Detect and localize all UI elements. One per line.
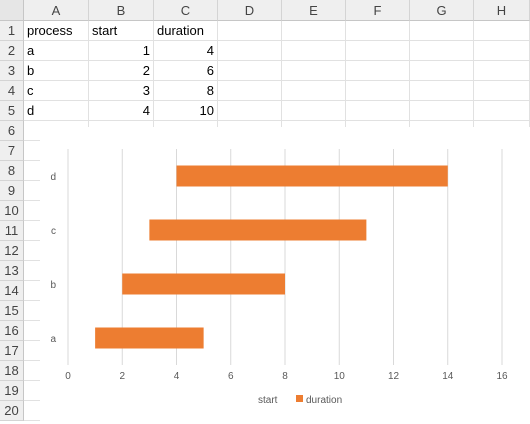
row-header-19[interactable]: 19 (0, 381, 24, 401)
x-tick-label-14: 14 (442, 371, 454, 382)
column-header-c[interactable]: C (154, 0, 218, 21)
cell-c4[interactable]: 8 (154, 81, 218, 101)
cell-a3[interactable]: b (24, 61, 89, 81)
column-header-a[interactable]: A (24, 0, 89, 21)
cell-b1[interactable]: start (89, 21, 154, 41)
bar-duration-b (122, 273, 285, 295)
cell-c3[interactable]: 6 (154, 61, 218, 81)
cell-e3[interactable] (282, 61, 346, 81)
row-header-9[interactable]: 9 (0, 181, 24, 201)
x-tick-label-12: 12 (388, 371, 400, 382)
gantt-chart[interactable]: 0 2 4 6 8 10 12 14 16 a b c d start duration (40, 127, 530, 424)
row-header-10[interactable]: 10 (0, 201, 24, 221)
cell-f3[interactable] (346, 61, 410, 81)
cell-b5[interactable]: 4 (89, 101, 154, 121)
cell-g3[interactable] (410, 61, 474, 81)
cell-g5[interactable] (410, 101, 474, 121)
y-tick-label-a: a (50, 334, 56, 345)
row-header-3[interactable]: 3 (0, 61, 24, 81)
x-tick-label-16: 16 (496, 371, 508, 382)
cell-h4[interactable] (474, 81, 530, 101)
cell-d3[interactable] (218, 61, 282, 81)
row-header-16[interactable]: 16 (0, 321, 24, 341)
cell-g1[interactable] (410, 21, 474, 41)
row-header-14[interactable]: 14 (0, 281, 24, 301)
x-tick-label-4: 4 (174, 371, 180, 382)
cell-b2[interactable]: 1 (89, 41, 154, 61)
cell-a5[interactable]: d (24, 101, 89, 121)
cell-a4[interactable]: c (24, 81, 89, 101)
cell-f1[interactable] (346, 21, 410, 41)
cell-e4[interactable] (282, 81, 346, 101)
bar-duration-a (95, 327, 204, 349)
chart-canvas: 0 2 4 6 8 10 12 14 16 a b c d start duration (50, 149, 508, 406)
row-header-20[interactable]: 20 (0, 401, 24, 421)
cell-h3[interactable] (474, 61, 530, 81)
x-tick-label-10: 10 (334, 371, 346, 382)
row-header-17[interactable]: 17 (0, 341, 24, 361)
y-tick-label-b: b (50, 280, 56, 291)
row-header-6[interactable]: 6 (0, 121, 24, 141)
cell-a1[interactable]: process (24, 21, 89, 41)
y-tick-label-d: d (50, 172, 56, 183)
row-header-1[interactable]: 1 (0, 21, 24, 41)
cell-h5[interactable] (474, 101, 530, 121)
cell-d5[interactable] (218, 101, 282, 121)
cell-f5[interactable] (346, 101, 410, 121)
x-tick-label-2: 2 (119, 371, 125, 382)
row-header-15[interactable]: 15 (0, 301, 24, 321)
cell-a2[interactable]: a (24, 41, 89, 61)
select-all-corner[interactable] (0, 0, 24, 21)
cell-g4[interactable] (410, 81, 474, 101)
cell-g2[interactable] (410, 41, 474, 61)
row-header-7[interactable]: 7 (0, 141, 24, 161)
cell-d2[interactable] (218, 41, 282, 61)
cell-e1[interactable] (282, 21, 346, 41)
column-header-g[interactable]: G (410, 0, 474, 21)
cell-c2[interactable]: 4 (154, 41, 218, 61)
row-header-5[interactable]: 5 (0, 101, 24, 121)
x-tick-label-8: 8 (282, 371, 288, 382)
cell-b4[interactable]: 3 (89, 81, 154, 101)
cell-d4[interactable] (218, 81, 282, 101)
column-header-b[interactable]: B (89, 0, 154, 21)
column-header-e[interactable]: E (282, 0, 346, 21)
column-header-f[interactable]: F (346, 0, 410, 21)
cell-c1[interactable]: duration (154, 21, 218, 41)
cell-e5[interactable] (282, 101, 346, 121)
x-tick-label-0: 0 (65, 371, 71, 382)
x-tick-label-6: 6 (228, 371, 234, 382)
legend-swatch-duration (296, 395, 303, 402)
y-tick-label-c: c (51, 226, 56, 237)
legend-label-start: start (258, 395, 278, 406)
cell-h2[interactable] (474, 41, 530, 61)
row-header-18[interactable]: 18 (0, 361, 24, 381)
cell-f2[interactable] (346, 41, 410, 61)
column-header-d[interactable]: D (218, 0, 282, 21)
cell-f4[interactable] (346, 81, 410, 101)
row-header-12[interactable]: 12 (0, 241, 24, 261)
row-header-8[interactable]: 8 (0, 161, 24, 181)
legend-label-duration: duration (306, 395, 342, 406)
cell-c5[interactable]: 10 (154, 101, 218, 121)
cell-b3[interactable]: 2 (89, 61, 154, 81)
row-header-2[interactable]: 2 (0, 41, 24, 61)
bar-duration-c (149, 219, 367, 241)
row-header-11[interactable]: 11 (0, 221, 24, 241)
bar-duration-d (176, 165, 448, 187)
row-header-4[interactable]: 4 (0, 81, 24, 101)
cell-h1[interactable] (474, 21, 530, 41)
column-header-h[interactable]: H (474, 0, 530, 21)
cell-d1[interactable] (218, 21, 282, 41)
cell-e2[interactable] (282, 41, 346, 61)
row-header-13[interactable]: 13 (0, 261, 24, 281)
